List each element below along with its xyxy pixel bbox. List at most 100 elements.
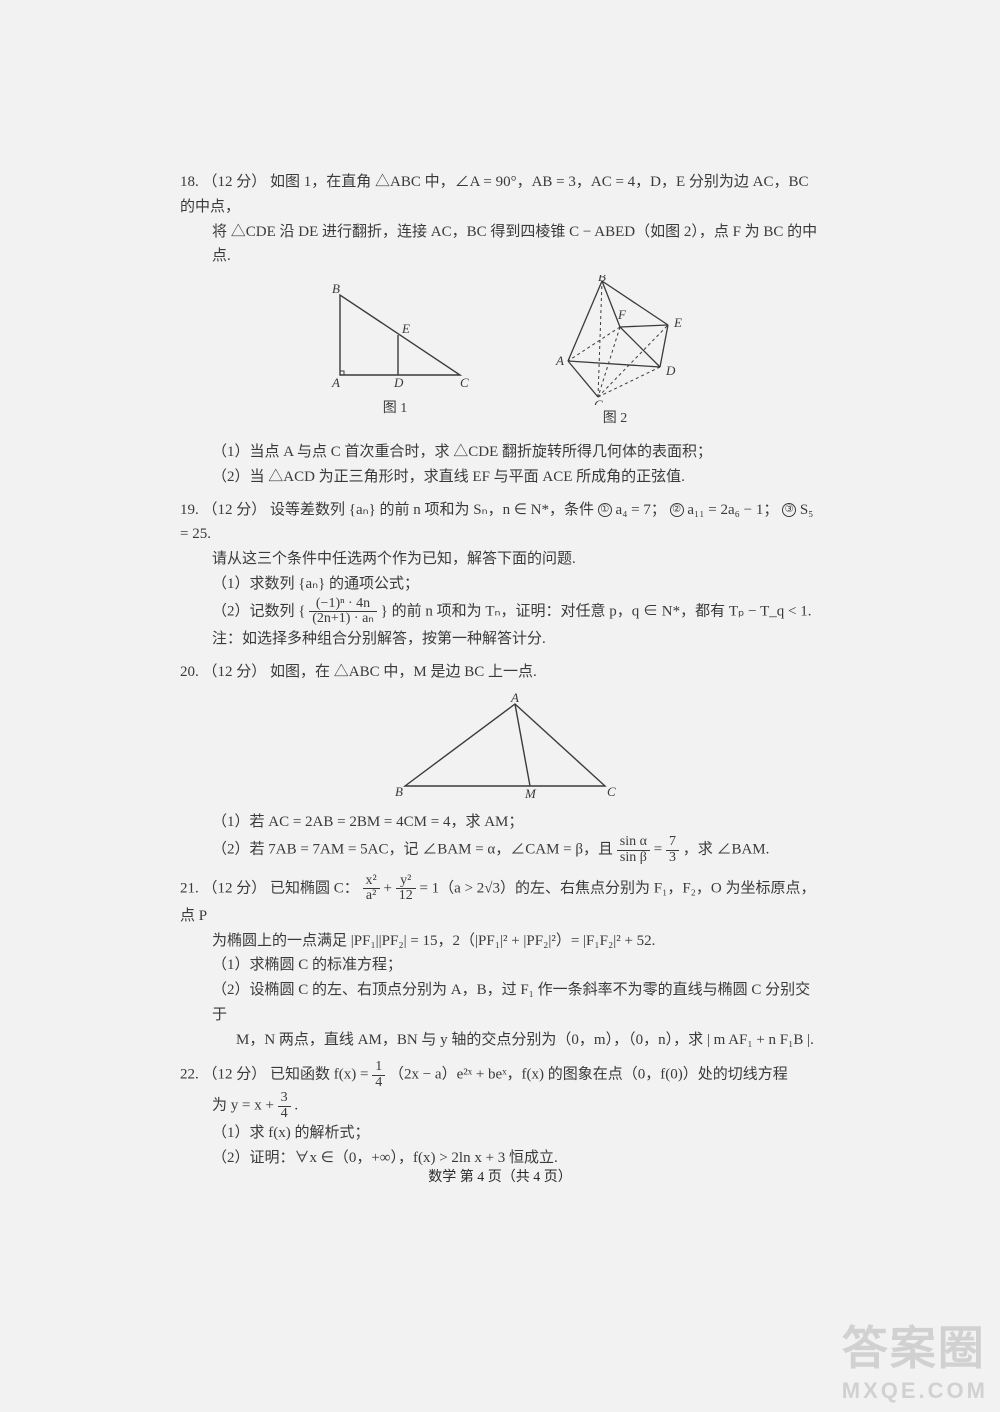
q20-p2c: ，求 ∠BAM.	[683, 842, 770, 858]
watermark-line1: 答案圈	[842, 1312, 988, 1378]
svg-text:D: D	[665, 363, 676, 378]
q18-fig2-svg: A B C D E F	[540, 275, 690, 405]
svg-text:D: D	[393, 375, 404, 390]
q18-fig2-cap: 图 2	[540, 407, 690, 430]
q20-p2a: （2）若 7AB = 7AM = 5AC，记 ∠BAM = α，∠CAM = β…	[212, 842, 617, 858]
svg-text:E: E	[401, 321, 410, 336]
q20-fig-svg: A B M C	[375, 690, 625, 800]
watermark-line2: MXQE.COM	[842, 1378, 988, 1404]
q18-figures: A B C D E 图 1 A B C D E F 图 2	[180, 275, 820, 430]
circle-2-icon: ②	[670, 503, 684, 517]
q21-l1a: 已知椭圆 C：	[270, 880, 359, 896]
q20-frac2: 7 3	[666, 835, 679, 865]
q22-l1a: 已知函数 f(x) =	[270, 1067, 372, 1083]
q22-l2: 为 y = x + 3 4 .	[180, 1091, 820, 1121]
q22-fr1: 1 4	[372, 1060, 385, 1090]
q19-frac: (−1)ⁿ · 4n (2n+1) · aₙ	[309, 597, 377, 627]
q21-fr2d: 12	[396, 889, 416, 904]
svg-text:C: C	[607, 784, 616, 799]
q20-points: （12 分）	[203, 664, 267, 680]
q21-fr1n: x²	[363, 874, 380, 890]
q21-p1: （1）求椭圆 C 的标准方程；	[180, 953, 820, 978]
q22-fr1n: 1	[372, 1060, 385, 1076]
svg-text:F: F	[617, 307, 627, 322]
q20-l1: 如图，在 △ABC 中，M 是边 BC 上一点.	[270, 664, 537, 680]
q21-fr1d: a²	[363, 889, 380, 904]
q19-c2t: a₁₁ = 2a₆ − 1；	[687, 502, 778, 518]
q20-p2b: =	[654, 842, 666, 858]
q22-fr2n: 3	[278, 1091, 291, 1107]
q20-f1n: sin α	[617, 835, 650, 851]
q22-l2b: .	[294, 1097, 298, 1113]
q22-fr2: 3 4	[278, 1091, 291, 1121]
q20-number: 20.	[180, 664, 199, 680]
svg-text:C: C	[460, 375, 469, 390]
q18-number: 18.	[180, 174, 199, 190]
q20-figure: A B M C	[180, 690, 820, 800]
question-18: 18. （12 分） 如图 1，在直角 △ABC 中，∠A = 90°，AB =…	[180, 170, 820, 490]
q21-fr2: y² 12	[396, 874, 416, 904]
q20-f2d: 3	[666, 851, 679, 866]
q22-points: （12 分）	[203, 1067, 267, 1083]
q20-p2: （2）若 7AB = 7AM = 5AC，记 ∠BAM = α，∠CAM = β…	[180, 835, 820, 865]
q21-l2: 为椭圆上的一点满足 |PF₁||PF₂| = 15，2（|PF₁|² + |PF…	[180, 929, 820, 954]
q20-frac1: sin α sin β	[617, 835, 650, 865]
question-22: 22. （12 分） 已知函数 f(x) = 1 4 （2x − a）e²ˣ +…	[180, 1060, 820, 1170]
q19-p1: （1）求数列 {aₙ} 的通项公式；	[180, 572, 820, 597]
circle-3-icon: ③	[782, 503, 796, 517]
question-19: 19. （12 分） 设等差数列 {aₙ} 的前 n 项和为 Sₙ，n ∈ N*…	[180, 498, 820, 652]
question-21: 21. （12 分） 已知椭圆 C： x² a² + y² 12 = 1（a >…	[180, 874, 820, 1053]
q19-p2: （2）记数列 { (−1)ⁿ · 4n (2n+1) · aₙ } 的前 n 项…	[180, 597, 820, 627]
q21-number: 21.	[180, 880, 199, 896]
q18-fig1: A B C D E 图 1	[310, 275, 480, 430]
svg-text:M: M	[524, 786, 537, 800]
q19-frac-n: (−1)ⁿ · 4n	[309, 597, 377, 613]
svg-text:C: C	[594, 397, 603, 405]
q20-f1d: sin β	[617, 851, 650, 866]
q18-points: （12 分）	[203, 174, 267, 190]
q22-number: 22.	[180, 1067, 199, 1083]
svg-text:A: A	[331, 375, 340, 390]
q19-l1a: 设等差数列 {aₙ} 的前 n 项和为 Sₙ，n ∈ N*，条件	[270, 502, 594, 518]
content-area: 18. （12 分） 如图 1，在直角 △ABC 中，∠A = 90°，AB =…	[180, 170, 820, 1179]
q19-p2b: } 的前 n 项和为 Tₙ，证明：对任意 p，q ∈ N*，都有 Tₚ − T_…	[381, 603, 812, 619]
q22-l1b: （2x − a）e²ˣ + beˣ，f(x) 的图象在点（0，f(0)）处的切线…	[389, 1067, 788, 1083]
q20-p1: （1）若 AC = 2AB = 2BM = 4CM = 4，求 AM；	[180, 810, 820, 835]
q21-points: （12 分）	[203, 880, 267, 896]
watermark: 答案圈 MXQE.COM	[842, 1312, 988, 1404]
q19-p2a: （2）记数列 {	[212, 603, 305, 619]
q21-fr2n: y²	[396, 874, 416, 890]
exam-page: { "footer": { "text": "数学 第 4 页（共 4 页）",…	[0, 0, 1000, 1412]
page-footer: 数学 第 4 页（共 4 页）	[0, 1166, 1000, 1186]
q20-f2n: 7	[666, 835, 679, 851]
q19-l2: 请从这三个条件中任选两个作为已知，解答下面的问题.	[180, 547, 820, 572]
q18-fig1-svg: A B C D E	[310, 275, 480, 395]
q22-fr2d: 4	[278, 1107, 291, 1122]
q21-p2b: M，N 两点，直线 AM，BN 与 y 轴的交点分别为（0，m），（0，n），求…	[180, 1028, 820, 1053]
question-20: 20. （12 分） 如图，在 △ABC 中，M 是边 BC 上一点. A B M C…	[180, 660, 820, 866]
circle-1-icon: ①	[598, 503, 612, 517]
svg-text:B: B	[332, 281, 340, 296]
svg-text:A: A	[555, 353, 564, 368]
q19-points: （12 分）	[203, 502, 267, 518]
q22-p1: （1）求 f(x) 的解析式；	[180, 1121, 820, 1146]
svg-text:B: B	[598, 275, 606, 284]
q19-frac-d: (2n+1) · aₙ	[309, 612, 377, 627]
q19-c1t: a₄ = 7；	[616, 502, 666, 518]
q21-p2a: （2）设椭圆 C 的左、右顶点分别为 A，B，过 F₁ 作一条斜率不为零的直线与…	[180, 978, 820, 1028]
q22-l2a: 为 y = x +	[212, 1097, 278, 1113]
q22-fr1d: 4	[372, 1076, 385, 1091]
q18-line1: 如图 1，在直角 △ABC 中，∠A = 90°，AB = 3，AC = 4，D…	[180, 174, 809, 215]
q18-p1: （1）当点 A 与点 C 首次重合时，求 △CDE 翻折旋转所得几何体的表面积；	[180, 440, 820, 465]
q21-plus: +	[383, 880, 395, 896]
q19-number: 19.	[180, 502, 199, 518]
q18-fig2: A B C D E F 图 2	[540, 275, 690, 430]
q21-fr1: x² a²	[363, 874, 380, 904]
q19-note: 注：如选择多种组合分别解答，按第一种解答计分.	[180, 627, 820, 652]
q18-p2: （2）当 △ACD 为正三角形时，求直线 EF 与平面 ACE 所成角的正弦值.	[180, 465, 820, 490]
svg-text:A: A	[510, 690, 519, 705]
q18-line2: 将 △CDE 沿 DE 进行翻折，连接 AC，BC 得到四棱锥 C − ABED…	[180, 220, 820, 270]
svg-text:B: B	[395, 784, 403, 799]
q18-fig1-cap: 图 1	[310, 397, 480, 420]
svg-text:E: E	[673, 315, 682, 330]
